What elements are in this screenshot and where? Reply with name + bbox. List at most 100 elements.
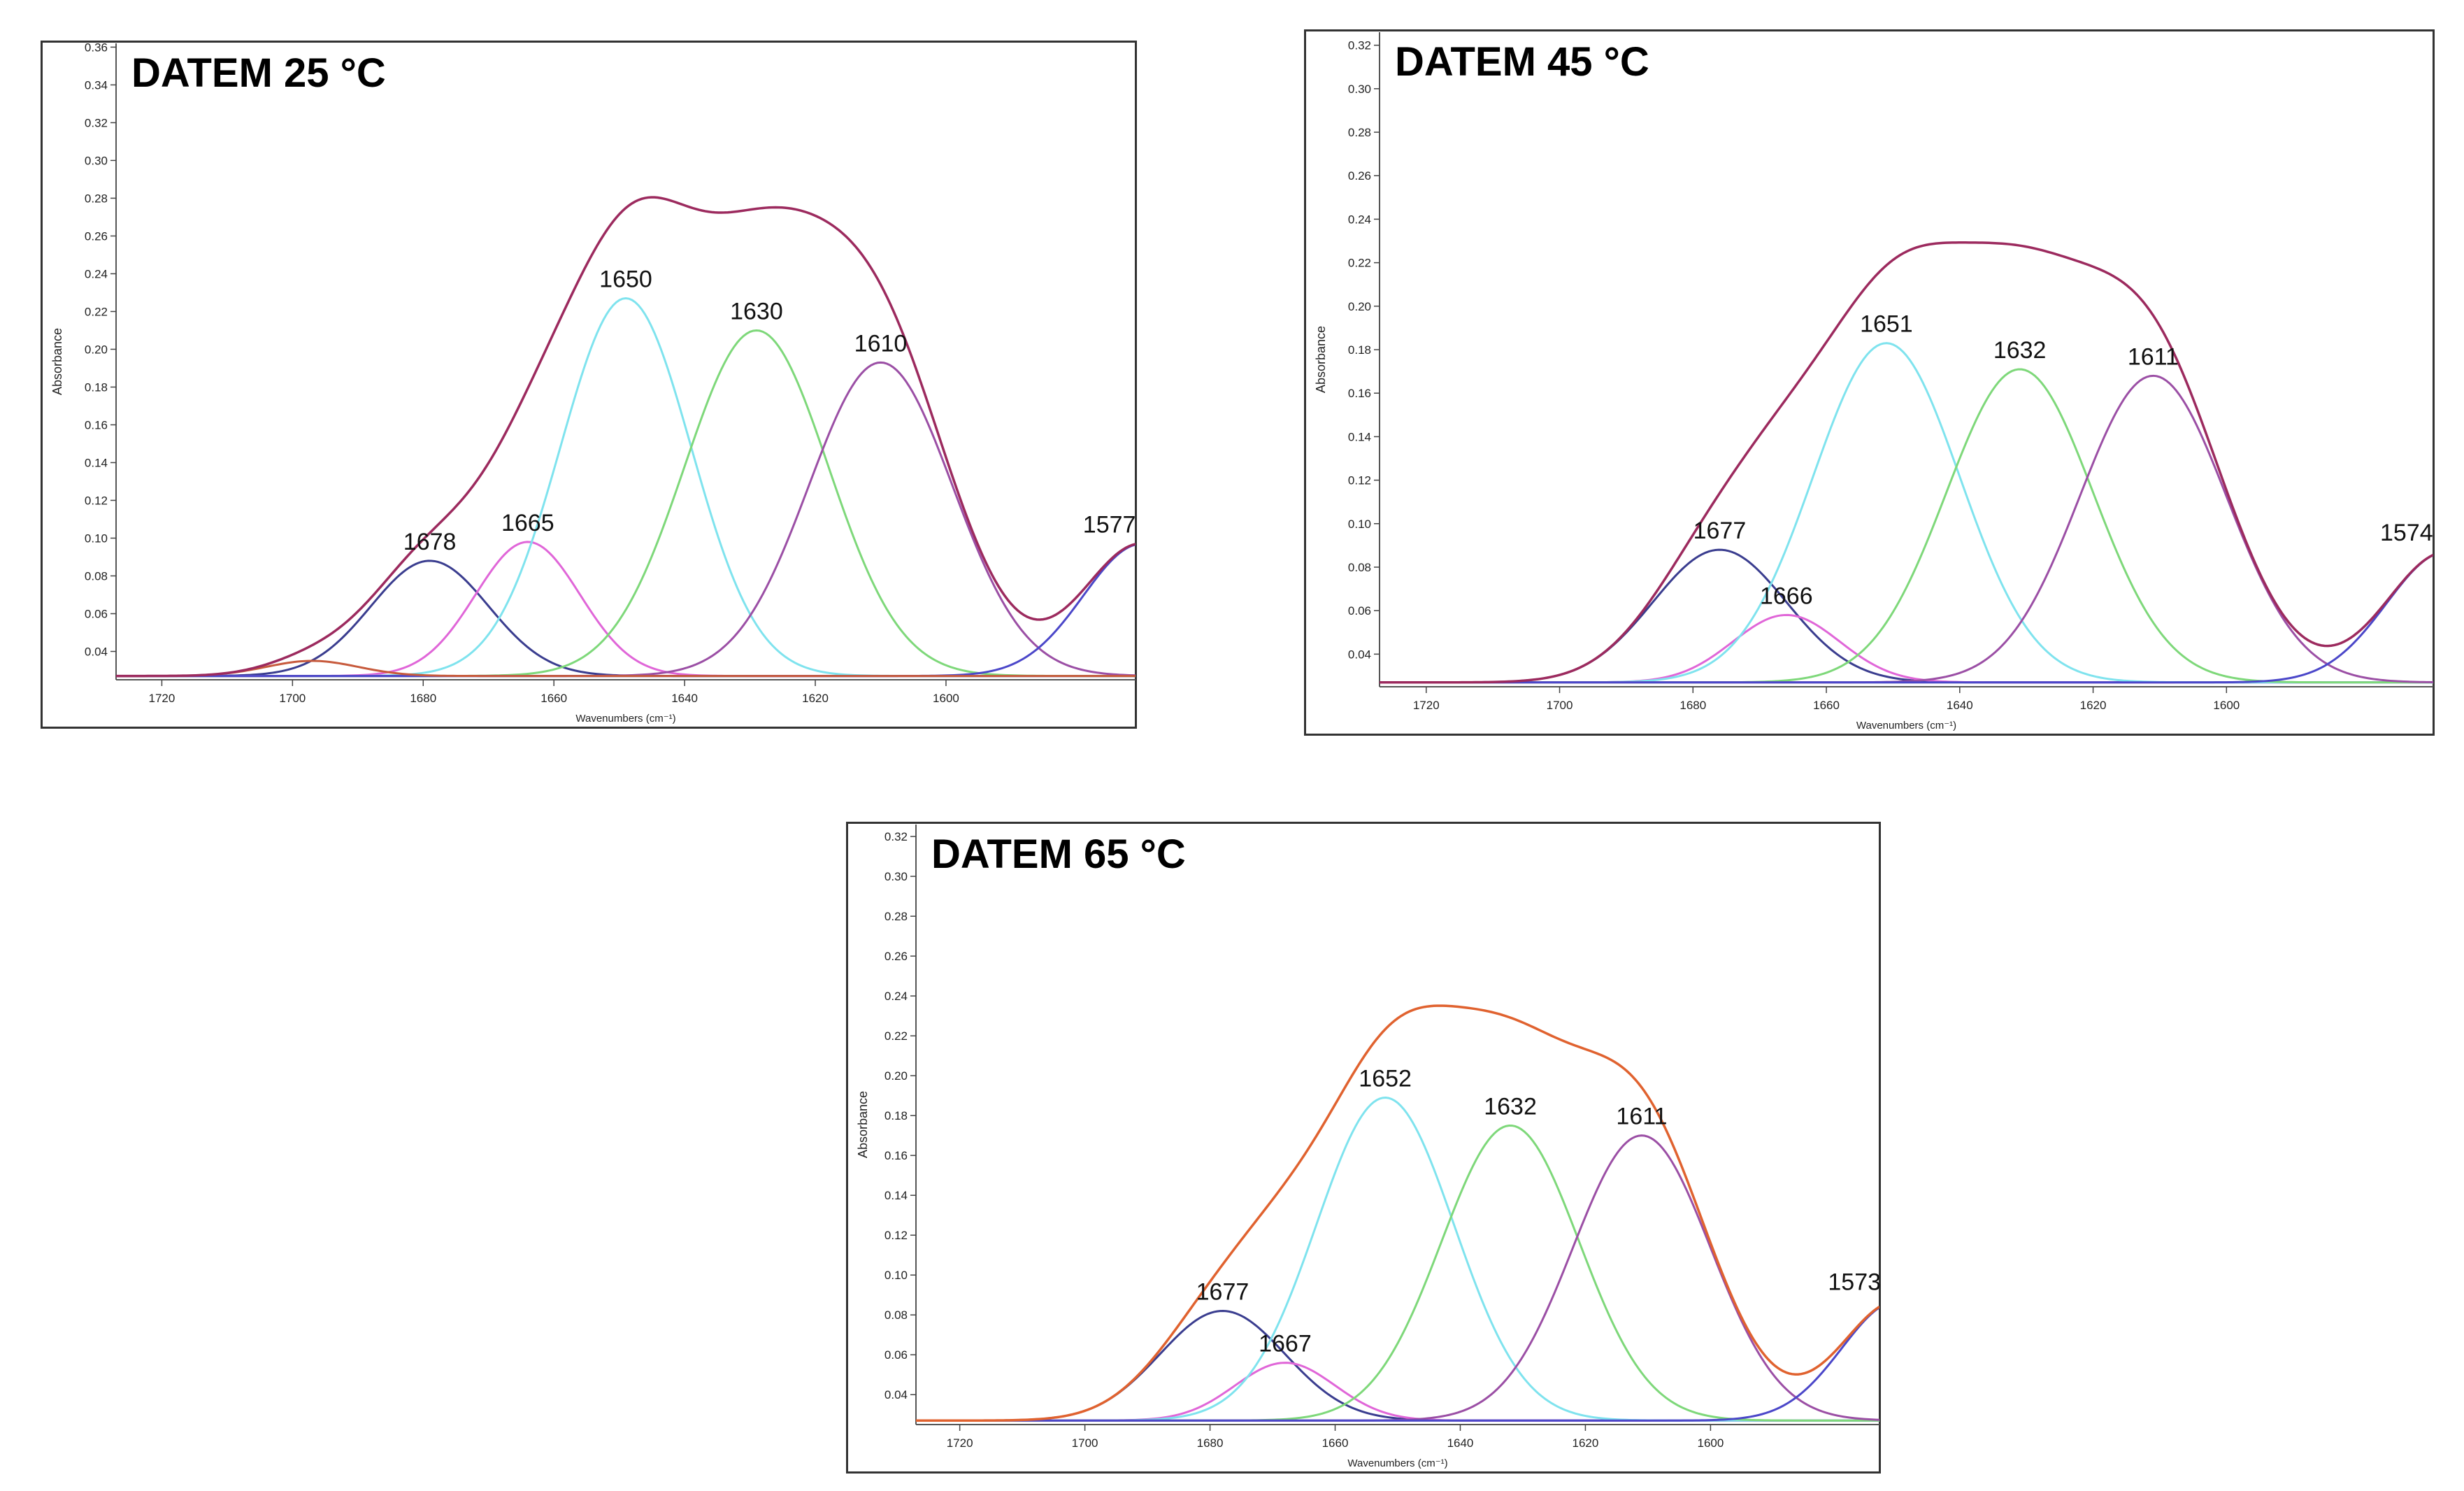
x-tick-label: 1620 xyxy=(1573,1436,1599,1450)
chart-svg: 0.04 0.06 0.08 0.10 0.12 0.14 0.16 0.18 0.20 0.22… xyxy=(846,822,1881,1474)
x-tick-label: 1680 xyxy=(1197,1436,1224,1450)
peak-label-1632: 1632 xyxy=(1993,337,2047,364)
x-tick-label: 1620 xyxy=(2080,699,2107,712)
component-curve-1650 xyxy=(116,297,1136,678)
x-tick-label: 1700 xyxy=(1072,1436,1098,1450)
y-tick-label: 0.20 xyxy=(884,1069,908,1083)
peak-label-1667: 1667 xyxy=(1259,1331,1312,1357)
component-curve-1651 xyxy=(1380,342,2433,684)
component-curve-1610 xyxy=(116,361,1136,678)
y-tick-label: 0.28 xyxy=(1348,126,1371,139)
y-tick-label: 0.06 xyxy=(884,1348,908,1362)
y-tick-label: 0.32 xyxy=(1348,39,1371,52)
component-curve-1678 xyxy=(116,559,1136,678)
peak-label-1611: 1611 xyxy=(2128,343,2179,370)
component-curve-1611 xyxy=(1380,374,2433,684)
y-tick-label: 0.24 xyxy=(1348,213,1371,226)
component-curve-1666 xyxy=(1380,613,2433,684)
chart-title: DATEM 25 °C xyxy=(131,50,386,96)
peak-label-1610: 1610 xyxy=(854,330,908,357)
panel-frame xyxy=(846,822,1881,1474)
component-curve-1632 xyxy=(1380,368,2433,684)
peak-label-1630: 1630 xyxy=(730,298,783,324)
component-curve-1677 xyxy=(1380,548,2433,684)
y-tick-label: 0.12 xyxy=(85,494,108,507)
component-curve-1667 xyxy=(916,1362,1879,1422)
y-tick-label: 0.22 xyxy=(85,305,108,318)
peak-label-1573: 1573 xyxy=(1828,1269,1881,1295)
x-axis-label: Wavenumbers (cm⁻¹) xyxy=(1856,720,1956,732)
y-tick-label: 0.04 xyxy=(85,645,108,658)
y-tick-label: 0.32 xyxy=(85,116,108,129)
panel-frame xyxy=(41,41,1137,729)
component-curve-1632 xyxy=(916,1124,1879,1422)
chart-panel-datem-65: 0.04 0.06 0.08 0.10 0.12 0.14 0.16 0.18 0.20 0.22… xyxy=(846,822,1881,1474)
y-tick-label: 0.04 xyxy=(1348,648,1371,661)
y-tick-label: 0.06 xyxy=(85,607,108,620)
y-tick-label: 0.14 xyxy=(85,456,108,469)
y-tick-label: 0.32 xyxy=(884,830,908,843)
x-tick-label: 1680 xyxy=(1679,699,1706,712)
y-tick-label: 0.04 xyxy=(884,1388,908,1401)
peak-label-1577: 1577 xyxy=(1083,512,1136,538)
peak-label-1665: 1665 xyxy=(501,510,554,536)
chart-panel-datem-45: 0.04 0.06 0.08 0.10 0.12 0.14 0.16 0.18 0.20 0.22… xyxy=(1304,29,2435,736)
y-tick-label: 0.28 xyxy=(85,192,108,205)
x-tick-label: 1720 xyxy=(947,1436,973,1450)
x-tick-label: 1700 xyxy=(1547,699,1573,712)
y-tick-label: 0.20 xyxy=(1348,300,1371,313)
chart-title: DATEM 65 °C xyxy=(931,832,1186,877)
component-curve-1677 xyxy=(916,1310,1879,1422)
x-tick-label: 1600 xyxy=(2213,699,2240,712)
y-tick-label: 0.18 xyxy=(85,380,108,394)
peak-label-1677: 1677 xyxy=(1693,518,1747,544)
y-axis-label: Absorbance xyxy=(1314,326,1328,393)
y-tick-label: 0.36 xyxy=(85,41,108,54)
x-axis-label: Wavenumbers (cm⁻¹) xyxy=(1347,1457,1447,1469)
y-tick-label: 0.16 xyxy=(1348,387,1371,400)
component-curve-1652 xyxy=(916,1097,1879,1422)
y-tick-label: 0.26 xyxy=(884,950,908,963)
x-tick-label: 1640 xyxy=(1447,1436,1474,1450)
y-tick-label: 0.08 xyxy=(85,569,108,583)
envelope-curve xyxy=(1380,241,2433,684)
x-tick-label: 1600 xyxy=(1697,1436,1724,1450)
envelope-curve xyxy=(916,1004,1879,1422)
y-tick-label: 0.10 xyxy=(1348,518,1371,531)
x-tick-label: 1620 xyxy=(802,692,829,705)
y-tick-label: 0.16 xyxy=(85,418,108,431)
x-tick-label: 1680 xyxy=(410,692,436,705)
x-axis-label: Wavenumbers (cm⁻¹) xyxy=(575,713,675,725)
x-tick-label: 1700 xyxy=(279,692,306,705)
y-tick-label: 0.26 xyxy=(1348,169,1371,183)
y-tick-label: 0.28 xyxy=(884,910,908,923)
y-tick-label: 0.08 xyxy=(884,1308,908,1322)
component-curve-minor xyxy=(116,659,1136,678)
peak-label-1632: 1632 xyxy=(1484,1093,1537,1120)
y-tick-label: 0.12 xyxy=(884,1229,908,1242)
y-tick-label: 0.30 xyxy=(1348,83,1371,96)
x-tick-label: 1640 xyxy=(671,692,698,705)
peak-label-1677: 1677 xyxy=(1196,1279,1249,1306)
y-tick-label: 0.24 xyxy=(884,990,908,1003)
y-tick-label: 0.12 xyxy=(1348,474,1371,487)
component-curve-1574 xyxy=(1380,554,2433,684)
chart-panel-datem-25: 0.04 0.06 0.08 0.10 0.12 0.14 0.16 0.18 0.20 0.22… xyxy=(41,41,1137,729)
envelope-curve xyxy=(116,196,1136,678)
y-tick-label: 0.24 xyxy=(85,267,108,280)
y-tick-label: 0.22 xyxy=(884,1029,908,1043)
x-tick-label: 1660 xyxy=(540,692,567,705)
component-curve-1611 xyxy=(916,1134,1879,1422)
y-tick-label: 0.20 xyxy=(85,343,108,356)
component-curve-1630 xyxy=(116,329,1136,678)
x-tick-label: 1720 xyxy=(1413,699,1440,712)
x-tick-label: 1640 xyxy=(1947,699,1973,712)
peak-label-1651: 1651 xyxy=(1860,311,1913,338)
x-tick-label: 1720 xyxy=(149,692,176,705)
y-tick-label: 0.30 xyxy=(85,154,108,167)
peak-label-1574: 1574 xyxy=(2380,520,2433,546)
y-tick-label: 0.30 xyxy=(884,870,908,883)
peak-label-1666: 1666 xyxy=(1760,583,1813,609)
y-tick-label: 0.16 xyxy=(884,1149,908,1162)
x-tick-label: 1660 xyxy=(1322,1436,1349,1450)
